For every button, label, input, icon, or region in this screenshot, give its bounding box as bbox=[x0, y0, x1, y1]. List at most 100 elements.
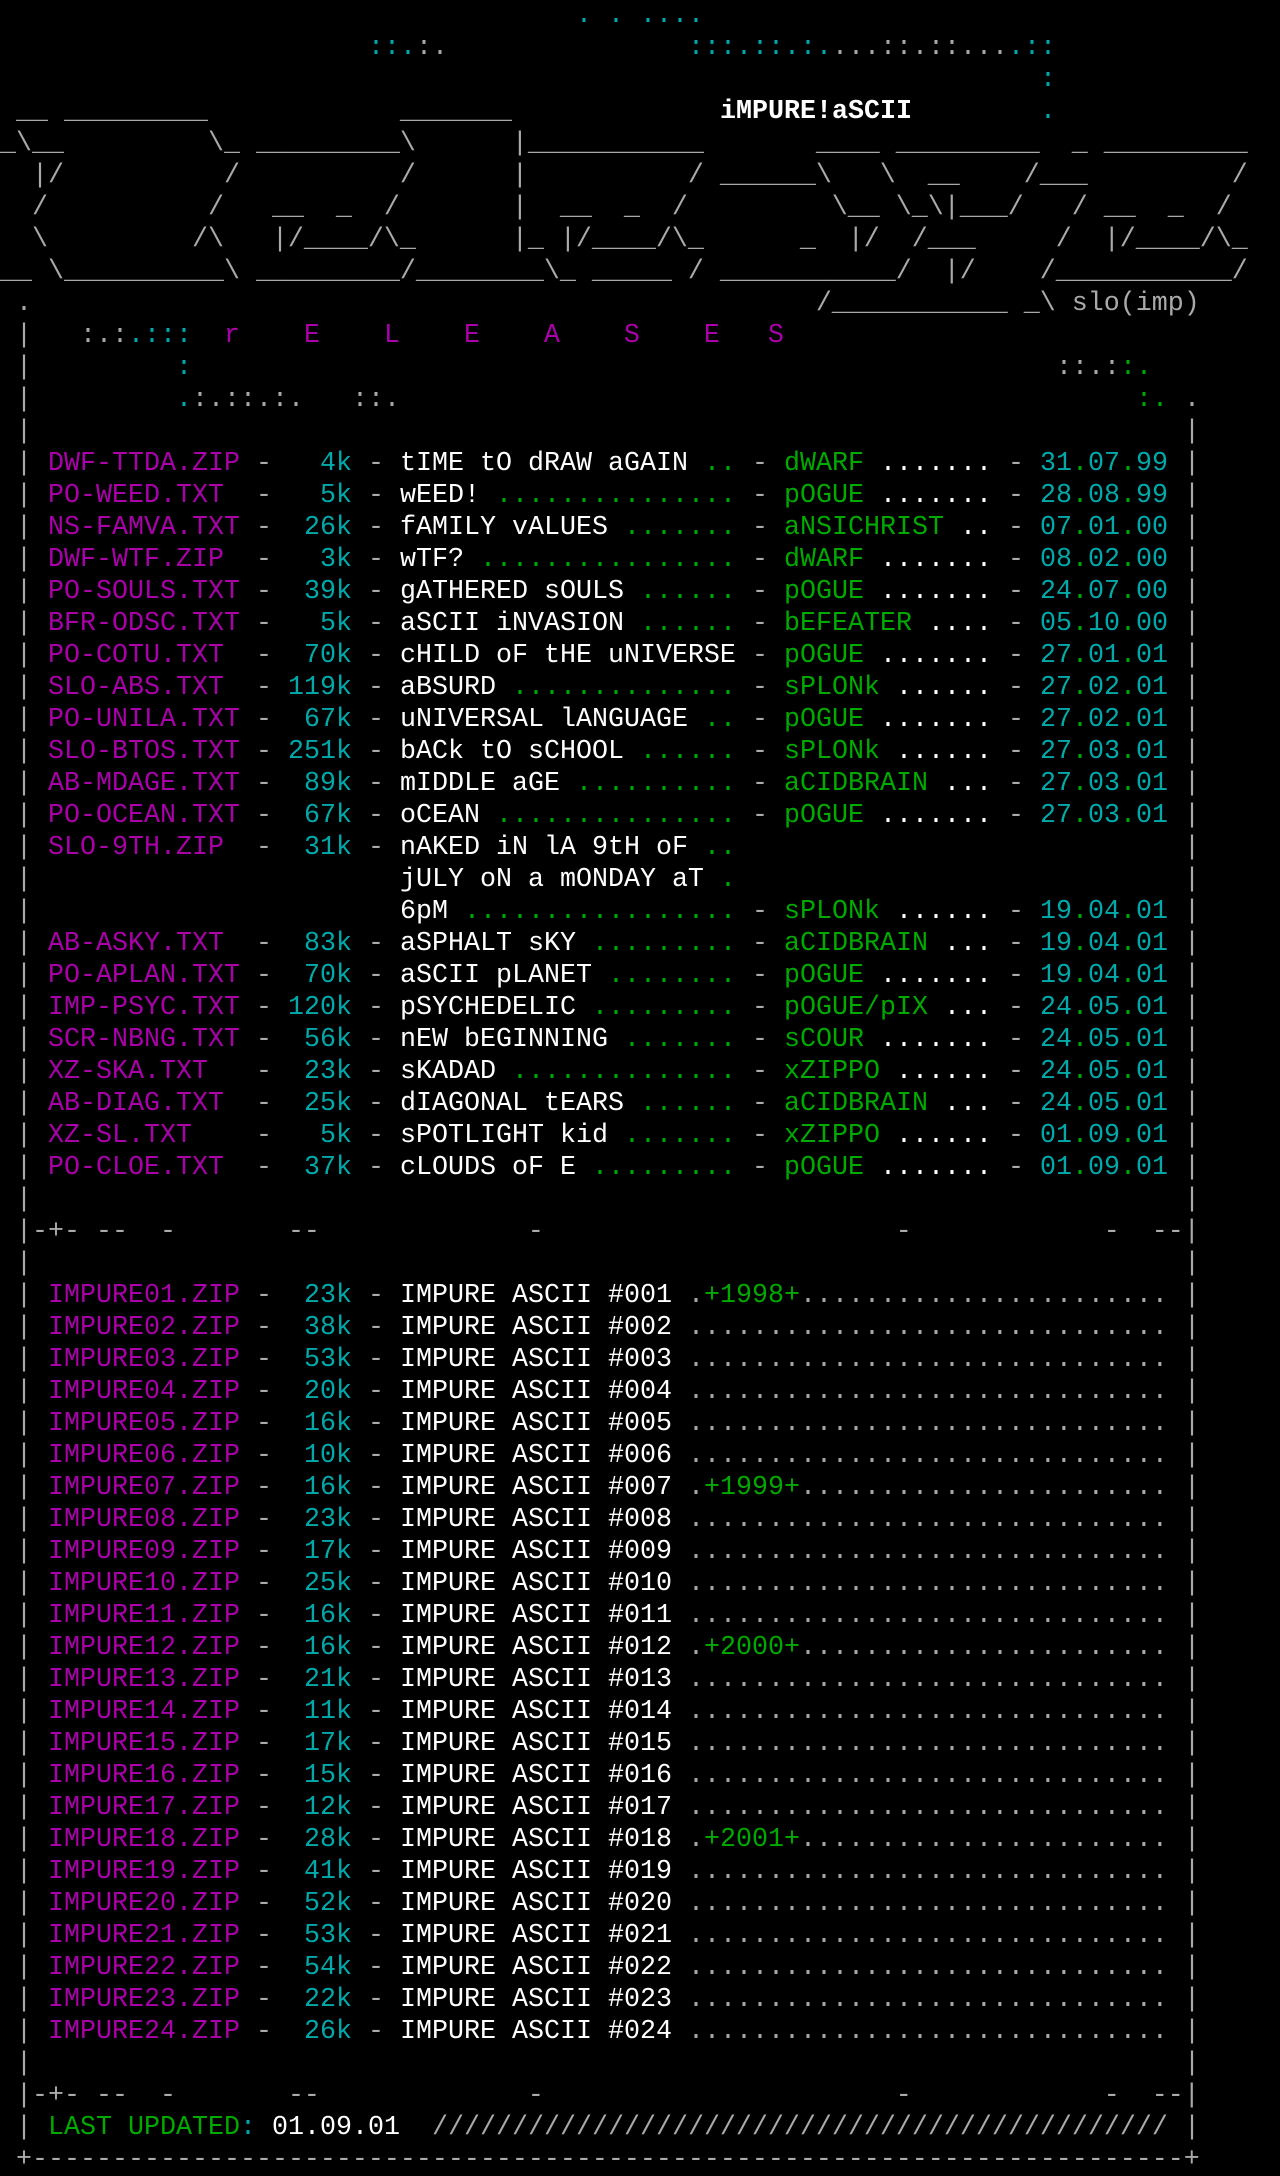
release-size: 31k bbox=[304, 833, 352, 863]
leader-dots: .............................. bbox=[688, 1569, 1168, 1599]
pack-file-link[interactable]: IMPURE23.ZIP bbox=[48, 1985, 240, 2015]
date-dot: . bbox=[1120, 705, 1136, 735]
release-file-link[interactable]: SLO-BTOS.TXT bbox=[48, 737, 240, 767]
frame-border-left: | bbox=[16, 1857, 32, 1887]
date-dot: . bbox=[1120, 1025, 1136, 1055]
pack-file-link[interactable]: IMPURE01.ZIP bbox=[48, 1281, 240, 1311]
frame-border-left: | bbox=[16, 705, 32, 735]
pack-file-link[interactable]: IMPURE11.ZIP bbox=[48, 1601, 240, 1631]
release-file-link[interactable]: NS-FAMVA.TXT bbox=[48, 513, 240, 543]
release-file-link[interactable]: SLO-ABS.TXT bbox=[48, 673, 224, 703]
release-file-link[interactable]: PO-CLOE.TXT bbox=[48, 1153, 224, 1183]
release-file-link[interactable]: SCR-NBNG.TXT bbox=[48, 1025, 240, 1055]
separator-dash: - bbox=[256, 1601, 272, 1631]
release-file-link[interactable]: PO-APLAN.TXT bbox=[48, 961, 240, 991]
pack-file-link[interactable]: IMPURE21.ZIP bbox=[48, 1921, 240, 1951]
pack-file-link[interactable]: IMPURE16.ZIP bbox=[48, 1761, 240, 1791]
release-file-link[interactable]: XZ-SKA.TXT bbox=[48, 1057, 208, 1087]
release-file-link[interactable]: PO-SOULS.TXT bbox=[48, 577, 240, 607]
date-dot: . bbox=[1120, 993, 1136, 1023]
separator-dash: - bbox=[256, 449, 272, 479]
frame-border-right: | bbox=[1184, 1793, 1200, 1823]
pack-file-link[interactable]: IMPURE18.ZIP bbox=[48, 1825, 240, 1855]
date-dot: . bbox=[1120, 769, 1136, 799]
date-digit: 2 bbox=[1040, 737, 1056, 767]
separator-dash: - bbox=[368, 513, 384, 543]
release-file-link[interactable]: AB-ASKY.TXT bbox=[48, 929, 224, 959]
release-file-link[interactable]: PO-WEED.TXT bbox=[48, 481, 224, 511]
pack-file-link[interactable]: IMPURE03.ZIP bbox=[48, 1345, 240, 1375]
date-digit: 9 bbox=[1152, 481, 1168, 511]
leader-dots: ....... bbox=[880, 577, 992, 607]
release-author: pOGUE/pIX bbox=[784, 993, 928, 1023]
frame-border-right: | bbox=[1184, 897, 1200, 927]
date-digit: 1 bbox=[1040, 929, 1056, 959]
pack-file-link[interactable]: IMPURE24.ZIP bbox=[48, 2017, 240, 2047]
pack-file-link[interactable]: IMPURE08.ZIP bbox=[48, 1505, 240, 1535]
release-file-link[interactable]: PO-COTU.TXT bbox=[48, 641, 224, 671]
release-file-link[interactable]: PO-UNILA.TXT bbox=[48, 705, 240, 735]
year-marker: +1999+ bbox=[704, 1473, 800, 1503]
release-file-link[interactable]: DWF-WTF.ZIP bbox=[48, 545, 224, 575]
separator-dash: - bbox=[368, 1633, 384, 1663]
date-digit: 7 bbox=[1104, 449, 1120, 479]
date-dot: . bbox=[1072, 897, 1088, 927]
release-size: 67k bbox=[304, 801, 352, 831]
leader-dots: ....................... bbox=[800, 1473, 1168, 1503]
decor-dots: . bbox=[1040, 97, 1056, 127]
date-digit: 0 bbox=[1040, 1153, 1056, 1183]
pack-file-link[interactable]: IMPURE13.ZIP bbox=[48, 1665, 240, 1695]
release-file-link[interactable]: AB-DIAG.TXT bbox=[48, 1089, 224, 1119]
separator-dash: - bbox=[256, 1537, 272, 1567]
pack-file-link[interactable]: IMPURE09.ZIP bbox=[48, 1537, 240, 1567]
date-dot: . bbox=[1120, 1153, 1136, 1183]
date-dot: . bbox=[1120, 897, 1136, 927]
hatch-decoration: ////////////////////////////////////////… bbox=[432, 2113, 1168, 2143]
release-file-link[interactable]: DWF-TTDA.ZIP bbox=[48, 449, 240, 479]
pack-title: IMPURE ASCII #016 bbox=[400, 1761, 672, 1791]
pack-file-link[interactable]: IMPURE04.ZIP bbox=[48, 1377, 240, 1407]
date-digit: 0 bbox=[1088, 673, 1104, 703]
date-dot: . bbox=[1120, 481, 1136, 511]
leader-dots: . bbox=[688, 1281, 704, 1311]
frame-border-right: | bbox=[1184, 769, 1200, 799]
separator-dash: - bbox=[256, 1697, 272, 1727]
release-file-link[interactable]: AB-MDAGE.TXT bbox=[48, 769, 240, 799]
frame-border-left: | bbox=[16, 833, 32, 863]
pack-file-link[interactable]: IMPURE19.ZIP bbox=[48, 1857, 240, 1887]
leader-dots: ......... bbox=[592, 993, 736, 1023]
pack-file-link[interactable]: IMPURE14.ZIP bbox=[48, 1697, 240, 1727]
frame-border-right: | bbox=[1184, 1889, 1200, 1919]
pack-file-link[interactable]: IMPURE17.ZIP bbox=[48, 1793, 240, 1823]
pack-file-link[interactable]: IMPURE05.ZIP bbox=[48, 1409, 240, 1439]
date-digit: 1 bbox=[1152, 737, 1168, 767]
frame-border-left: | bbox=[16, 961, 32, 991]
pack-file-link[interactable]: IMPURE07.ZIP bbox=[48, 1473, 240, 1503]
pack-size: 20k bbox=[304, 1377, 352, 1407]
release-file-link[interactable]: SLO-9TH.ZIP bbox=[48, 833, 224, 863]
leader-dots: ...... bbox=[640, 577, 736, 607]
pack-file-link[interactable]: IMPURE12.ZIP bbox=[48, 1633, 240, 1663]
release-author: pOGUE bbox=[784, 801, 864, 831]
release-file-link[interactable]: IMP-PSYC.TXT bbox=[48, 993, 240, 1023]
pack-file-link[interactable]: IMPURE10.ZIP bbox=[48, 1569, 240, 1599]
release-file-link[interactable]: PO-OCEAN.TXT bbox=[48, 801, 240, 831]
release-author: pOGUE bbox=[784, 961, 864, 991]
pack-file-link[interactable]: IMPURE20.ZIP bbox=[48, 1889, 240, 1919]
release-file-link[interactable]: BFR-ODSC.TXT bbox=[48, 609, 240, 639]
frame-border-right: | bbox=[1184, 1601, 1200, 1631]
date-digit: 2 bbox=[1040, 673, 1056, 703]
release-author: sPLONk bbox=[784, 737, 880, 767]
pack-title: IMPURE ASCII #003 bbox=[400, 1345, 672, 1375]
release-title: sKADAD bbox=[400, 1057, 496, 1087]
pack-file-link[interactable]: IMPURE22.ZIP bbox=[48, 1953, 240, 1983]
release-file-link[interactable]: XZ-SL.TXT bbox=[48, 1121, 192, 1151]
frame-border-right: | bbox=[1184, 673, 1200, 703]
pack-file-link[interactable]: IMPURE15.ZIP bbox=[48, 1729, 240, 1759]
pack-size: 12k bbox=[304, 1793, 352, 1823]
pack-file-link[interactable]: IMPURE06.ZIP bbox=[48, 1441, 240, 1471]
separator-dash: - bbox=[256, 1473, 272, 1503]
date-digit: 0 bbox=[1088, 993, 1104, 1023]
pack-size: 38k bbox=[304, 1313, 352, 1343]
pack-file-link[interactable]: IMPURE02.ZIP bbox=[48, 1313, 240, 1343]
